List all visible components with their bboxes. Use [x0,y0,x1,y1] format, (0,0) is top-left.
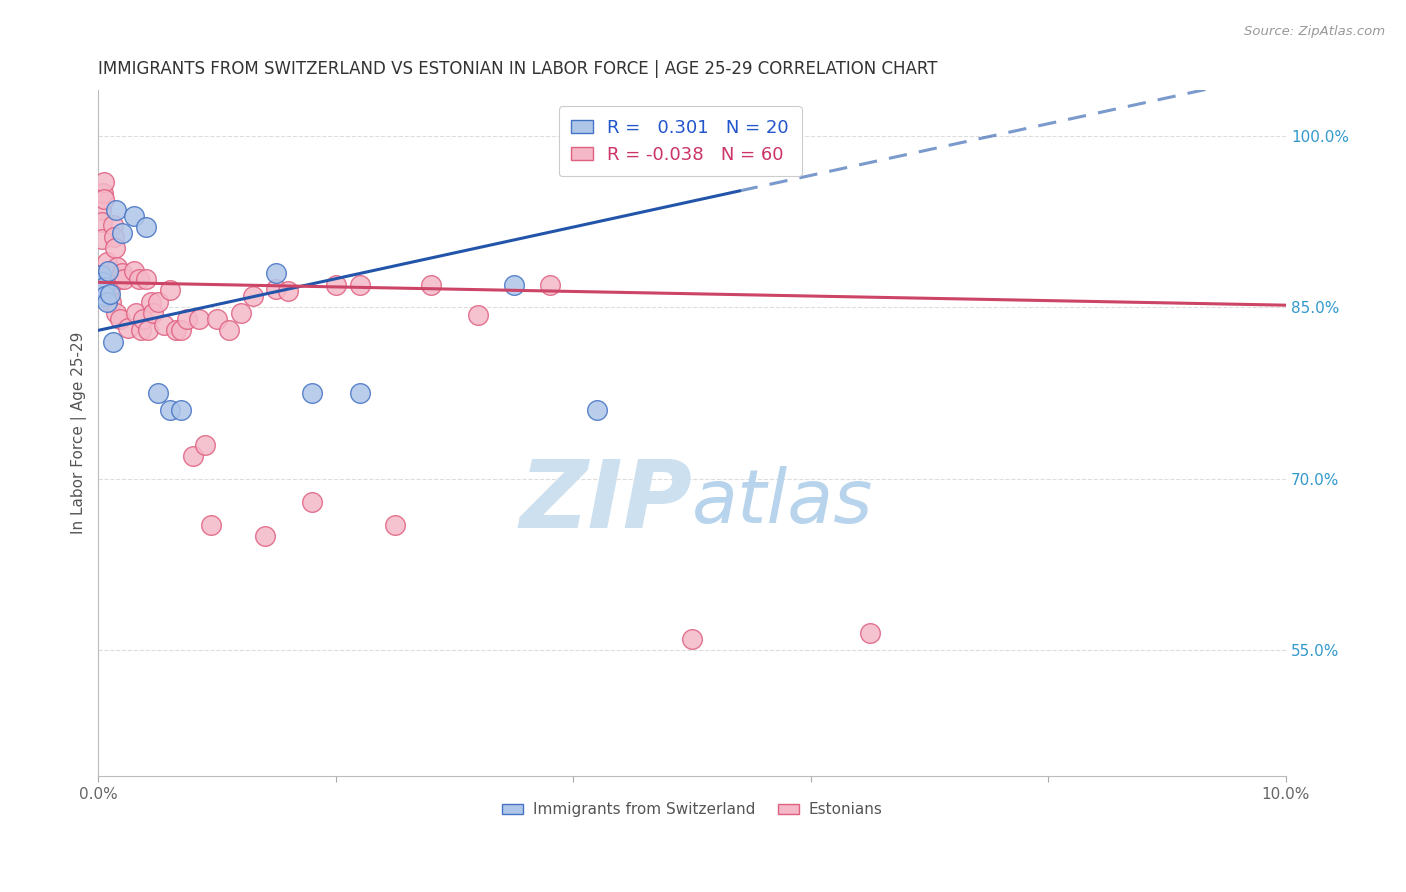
Point [101,334,124,349]
Point [114,272,136,286]
Point [94,289,117,303]
Point [538,277,561,292]
Point [146,294,169,309]
Point [105,306,128,320]
Point [90,276,112,290]
Point [96,254,118,268]
Point [103,229,125,244]
Point [170,403,193,417]
Point [104,241,127,255]
Point [159,403,181,417]
Point [183,449,205,463]
Point [96,277,118,292]
Point [122,264,145,278]
Point [266,282,288,296]
Point [467,309,489,323]
Point [681,632,703,646]
Point [89,276,111,290]
Point [253,529,276,543]
Point [194,437,217,451]
Point [125,306,148,320]
Point [218,323,240,337]
Point [105,260,128,275]
Point [152,318,174,332]
Point [139,294,162,309]
Point [90,268,112,283]
Y-axis label: In Labor Force | Age 25-29: In Labor Force | Age 25-29 [72,332,87,534]
Text: atlas: atlas [692,466,873,538]
Point [91,186,114,201]
Text: ZIP: ZIP [519,456,692,548]
Point [242,289,264,303]
Point [170,323,193,337]
Point [89,268,111,283]
Point [384,517,406,532]
Legend: Immigrants from Switzerland, Estonians: Immigrants from Switzerland, Estonians [496,797,889,823]
Point [111,266,134,280]
Point [188,312,211,326]
Text: IMMIGRANTS FROM SWITZERLAND VS ESTONIAN IN LABOR FORCE | AGE 25-29 CORRELATION C: IMMIGRANTS FROM SWITZERLAND VS ESTONIAN … [98,60,938,78]
Point [146,386,169,401]
Point [325,277,347,292]
Point [349,277,371,292]
Point [142,306,165,320]
Text: Source: ZipAtlas.com: Source: ZipAtlas.com [1244,25,1385,38]
Point [136,323,159,337]
Point [586,403,609,417]
Point [266,266,288,280]
Point [98,272,121,286]
Point [90,203,112,218]
Point [419,277,441,292]
Point [105,203,128,218]
Point [503,277,526,292]
Point [132,312,155,326]
Point [200,517,222,532]
Point [165,323,187,337]
Point [205,312,228,326]
Point [96,294,118,309]
Point [301,495,323,509]
Point [859,626,882,640]
Point [111,226,134,240]
Point [93,175,115,189]
Point [98,286,121,301]
Point [128,272,150,286]
Point [90,232,112,246]
Point [349,386,371,401]
Point [229,306,252,320]
Point [107,272,129,286]
Point [108,312,131,326]
Point [176,312,198,326]
Point [100,294,122,309]
Point [277,285,299,299]
Point [94,268,117,283]
Point [135,272,157,286]
Point [129,323,152,337]
Point [301,386,323,401]
Point [97,286,120,301]
Point [159,283,181,297]
Point [90,215,112,229]
Point [98,280,121,294]
Point [122,209,145,223]
Point [93,192,115,206]
Point [135,220,157,235]
Point [117,321,139,335]
Point [93,280,115,294]
Point [97,264,120,278]
Point [101,218,124,232]
